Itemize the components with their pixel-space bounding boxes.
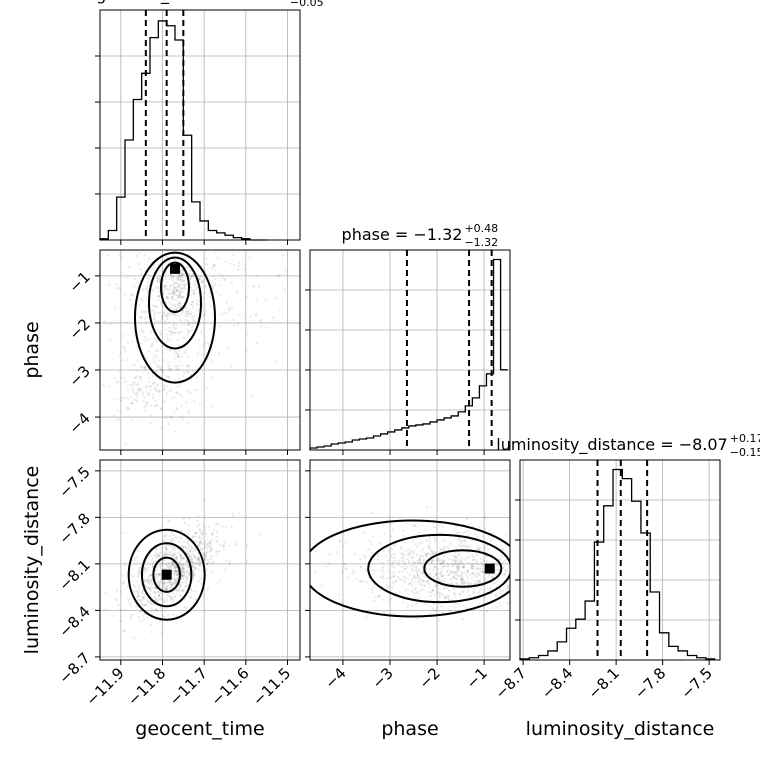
x-tick-label: −3 bbox=[368, 664, 396, 692]
panel-luminosity-distance-vs-geocent-time: −11.9−11.8−11.7−11.6−11.5 −8.7 −8.4 −8.1 −7.… bbox=[55, 459, 301, 709]
title-minus: −1.32 bbox=[464, 236, 498, 249]
y-tick-label: −4 bbox=[65, 409, 93, 437]
histogram-luminosity-distance: −8.7 −8.4 −8.1 −7.8 −7.5 luminosity_distance … bbox=[491, 432, 760, 703]
contour-level bbox=[310, 519, 510, 618]
histogram-phase: phase = −1.32 +0.48−1.32 bbox=[305, 222, 511, 455]
xlabel-geocent-time: geocent_time bbox=[135, 718, 264, 740]
x-tick-label: −11.6 bbox=[207, 664, 252, 709]
y-tick-label: −7.5 bbox=[55, 463, 93, 501]
title-main: luminosity_distance = −8.07 bbox=[496, 435, 727, 455]
contour-level bbox=[134, 251, 216, 384]
panel-frame bbox=[309, 459, 511, 661]
x-tick-label: −11.5 bbox=[249, 664, 294, 709]
histogram-step-luminosity-distance bbox=[519, 468, 716, 660]
title-minus: −0.15 bbox=[730, 446, 760, 459]
scatter-points bbox=[102, 498, 262, 639]
histogram-step-phase bbox=[309, 258, 508, 450]
y-tick-label: −8.1 bbox=[55, 556, 93, 594]
contour-level bbox=[160, 261, 190, 314]
panel-title-luminosity-distance: luminosity_distance = −8.07 +0.17−0.15 bbox=[496, 432, 760, 459]
title-main: geocent_time = −11.79 bbox=[96, 0, 288, 5]
density-peak bbox=[170, 263, 180, 274]
panel-title-geocent-time: geocent_time = −11.79+0.04−0.05 bbox=[96, 0, 324, 9]
contour-level bbox=[140, 542, 193, 608]
x-tick-label: −1 bbox=[463, 664, 491, 692]
y-tick-label: −8.4 bbox=[55, 602, 93, 640]
title-minus: −0.05 bbox=[290, 0, 324, 9]
x-tick-label: −2 bbox=[416, 664, 444, 692]
contour-level bbox=[148, 256, 202, 350]
y-tick-label: −7.8 bbox=[55, 509, 93, 547]
y-tick-label: −3 bbox=[65, 362, 93, 390]
panel-phase-vs-geocent-time: −4 −3 −2 −1 bbox=[65, 249, 301, 455]
x-tick-label: −7.5 bbox=[677, 664, 715, 702]
xlabel-luminosity-distance: luminosity_distance bbox=[526, 718, 715, 740]
title-plus: +0.17 bbox=[730, 432, 760, 445]
x-tick-label: −11.7 bbox=[166, 664, 211, 709]
histogram-geocent-time: geocent_time = −11.79+0.04−0.05 bbox=[95, 0, 324, 245]
density-peak bbox=[484, 563, 495, 574]
panel-frame bbox=[99, 459, 301, 661]
panel-title-phase: phase = −1.32 +0.48−1.32 bbox=[342, 222, 499, 249]
scatter-points bbox=[310, 505, 510, 622]
x-tick-label: −11.8 bbox=[124, 664, 169, 709]
x-tick-label: −4 bbox=[321, 664, 349, 692]
y-tick-label: −1 bbox=[65, 268, 93, 296]
x-tick-label: −7.8 bbox=[631, 664, 669, 702]
panel-frame bbox=[519, 459, 721, 661]
contour-level bbox=[423, 549, 503, 588]
panel-frame bbox=[99, 9, 301, 241]
scatter-points bbox=[100, 250, 300, 446]
density-peak bbox=[161, 569, 172, 580]
panel-frame bbox=[309, 249, 511, 451]
title-plus: +0.48 bbox=[464, 222, 498, 235]
title-main: phase = −1.32 bbox=[342, 225, 463, 244]
xlabel-phase: phase bbox=[381, 718, 438, 740]
contour-level bbox=[152, 556, 181, 593]
contour-level bbox=[367, 533, 510, 604]
histogram-step-geocent-time bbox=[99, 20, 267, 241]
y-tick-label: −2 bbox=[65, 315, 93, 343]
x-tick-label: −8.7 bbox=[491, 664, 529, 702]
x-tick-label: −11.9 bbox=[82, 664, 127, 709]
contour-level bbox=[127, 528, 206, 621]
panel-frame bbox=[99, 249, 301, 451]
y-tick-label: −8.7 bbox=[55, 649, 93, 687]
ylabel-phase: phase bbox=[21, 321, 43, 378]
ylabel-luminosity-distance: luminosity_distance bbox=[21, 466, 43, 655]
x-tick-label: −8.1 bbox=[584, 664, 622, 702]
x-tick-label: −8.4 bbox=[538, 664, 576, 702]
